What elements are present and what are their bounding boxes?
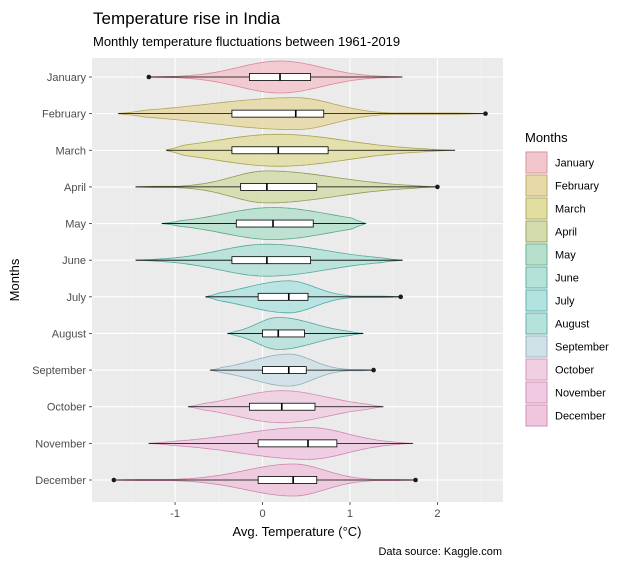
box-february: [231, 109, 325, 118]
legend-swatch-october: [525, 358, 548, 381]
legend-title: Months: [525, 130, 568, 145]
legend-swatch-march: [525, 197, 548, 220]
y-tick-label: April: [64, 182, 86, 194]
legend-label: June: [555, 273, 579, 285]
legend: Months January February March April May June J…: [525, 130, 609, 427]
legend-swatch-june: [525, 266, 548, 289]
legend-swatch-december: [525, 404, 548, 427]
outlier-point: [398, 294, 403, 300]
x-axis-title: Avg. Temperature (°C): [233, 524, 362, 539]
legend-label: April: [555, 227, 577, 239]
outlier-point: [483, 111, 488, 116]
legend-swatch-may: [525, 243, 548, 266]
box-august: [262, 329, 305, 338]
box-july: [257, 292, 309, 301]
caption: Data source: Kaggle.com: [378, 546, 502, 558]
legend-label: August: [555, 319, 589, 331]
box-march: [231, 146, 329, 155]
legend-swatch-september: [525, 335, 548, 358]
outlier-point: [371, 367, 376, 373]
y-tick-label: January: [47, 72, 87, 84]
legend-label: November: [555, 388, 606, 400]
x-tick-labels: -1 0 1 2: [170, 502, 440, 520]
legend-label: February: [555, 181, 600, 193]
outlier-point: [413, 477, 418, 483]
y-tick-label: June: [62, 255, 86, 267]
y-tick-label: February: [42, 109, 87, 121]
box-september: [262, 366, 307, 374]
box-june: [231, 256, 312, 265]
y-tick-labels: January February March April May June July Augu…: [32, 72, 92, 487]
x-tick-label: 1: [347, 508, 353, 520]
legend-swatch-january: [525, 151, 548, 174]
chart-title: Temperature rise in India: [93, 9, 281, 28]
y-tick-label: May: [65, 219, 86, 231]
legend-swatch-april: [525, 220, 548, 243]
y-tick-label: March: [55, 145, 86, 157]
legend-swatch-february: [525, 174, 548, 197]
boxplots: [111, 73, 488, 484]
legend-label: July: [555, 296, 575, 308]
legend-label: September: [555, 342, 609, 354]
legend-swatch-august: [525, 312, 548, 335]
y-tick-label: September: [32, 365, 86, 377]
box-november: [257, 439, 338, 448]
x-tick-label: 2: [434, 508, 440, 520]
box-april: [240, 183, 318, 191]
y-tick-label: August: [52, 328, 86, 340]
legend-label: March: [555, 204, 586, 216]
legend-swatch-july: [525, 289, 548, 312]
x-tick-label: 0: [259, 508, 265, 520]
box-may: [235, 219, 314, 228]
legend-label: December: [555, 411, 606, 423]
y-axis-title: Months: [7, 258, 22, 301]
legend-label: January: [555, 158, 595, 170]
y-tick-label: July: [66, 292, 86, 304]
legend-label: October: [555, 365, 594, 377]
outlier-point: [435, 184, 440, 190]
outlier-point: [146, 74, 152, 80]
chart-subtitle: Monthly temperature fluctuations between…: [93, 34, 400, 49]
x-tick-label: -1: [170, 508, 180, 520]
y-tick-label: November: [35, 438, 86, 450]
box-december: [257, 476, 318, 484]
legend-swatch-november: [525, 381, 548, 404]
legend-label: May: [555, 250, 576, 262]
y-tick-label: December: [35, 475, 86, 487]
y-tick-label: October: [47, 402, 86, 414]
outlier-point: [111, 477, 117, 483]
